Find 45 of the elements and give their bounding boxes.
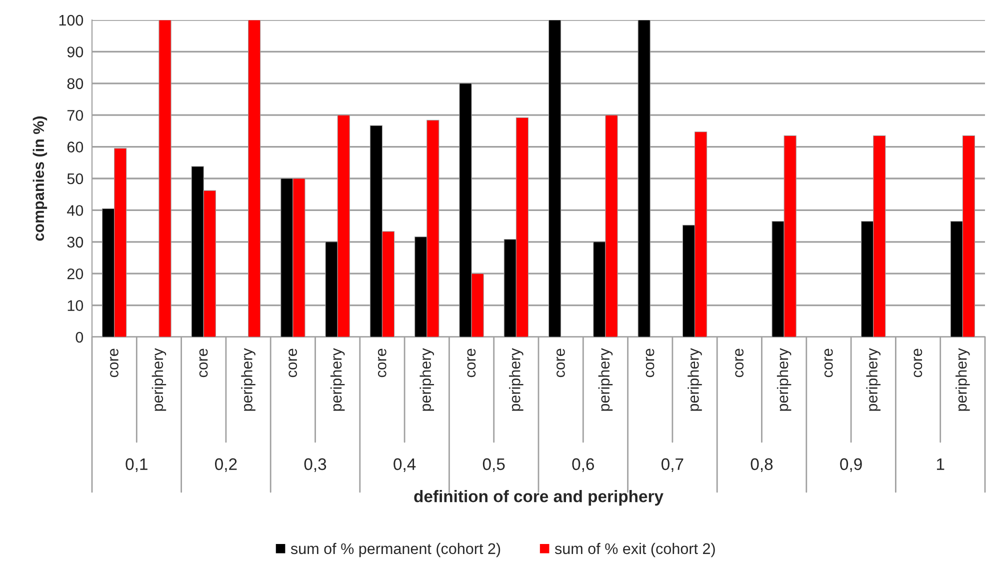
text: 0,2 xyxy=(215,458,237,472)
x-tick-label: periphery xyxy=(866,348,880,411)
x-tick-label: periphery xyxy=(420,348,434,411)
x-tick-label: periphery xyxy=(598,348,613,411)
legend-label: sum of % permanent (cohort 2) xyxy=(290,542,500,558)
x-tick-label: periphery xyxy=(776,348,792,411)
x-tick-label: periphery xyxy=(241,348,256,411)
y-tick-label: 90 xyxy=(67,46,84,58)
x-tick-label: core xyxy=(556,348,565,378)
x-axis-title: definition of core and periphery xyxy=(414,490,664,506)
y-tick-label: 30 xyxy=(67,236,84,248)
y-axis-title: companies (in %) xyxy=(32,116,48,241)
text: 0,6 xyxy=(572,458,594,472)
text: 0,3 xyxy=(304,458,326,472)
y-tick-label: 50 xyxy=(67,173,84,184)
x-tick-label: core xyxy=(824,348,833,378)
text: 0,7 xyxy=(662,458,684,472)
y-tick-label: 100 xyxy=(59,14,84,26)
x-tick-label: core xyxy=(199,348,208,378)
y-tick-label: 10 xyxy=(68,300,84,311)
y-tick-label: 20 xyxy=(67,268,84,280)
x-tick-label: core xyxy=(378,348,386,378)
x-tick-label: periphery xyxy=(330,348,345,411)
y-tick-label: 0 xyxy=(76,332,84,343)
x-tick-label: core xyxy=(735,348,744,378)
x-tick-label: core xyxy=(914,348,922,378)
text: 0,8 xyxy=(750,458,773,472)
text: 0,1 xyxy=(126,458,148,472)
text: 0,9 xyxy=(840,458,862,472)
y-tick-label: 80 xyxy=(67,78,84,90)
x-tick-label: periphery xyxy=(509,348,524,411)
y-tick-label: 40 xyxy=(67,205,84,216)
x-tick-label: periphery xyxy=(688,348,702,411)
y-tick-label: 70 xyxy=(67,110,84,121)
x-tick-label: core xyxy=(110,348,118,378)
text: 0,5 xyxy=(482,458,505,472)
x-tick-label: periphery xyxy=(152,348,166,411)
x-tick-label: core xyxy=(646,348,654,378)
text: 1 xyxy=(936,458,944,470)
x-tick-label: core xyxy=(467,348,476,378)
text: 0,4 xyxy=(394,458,416,472)
legend-label: sum of % exit (cohort 2) xyxy=(554,542,715,558)
x-tick-label: periphery xyxy=(956,348,970,411)
x-tick-label: core xyxy=(288,348,298,378)
y-tick-label: 60 xyxy=(67,142,84,152)
